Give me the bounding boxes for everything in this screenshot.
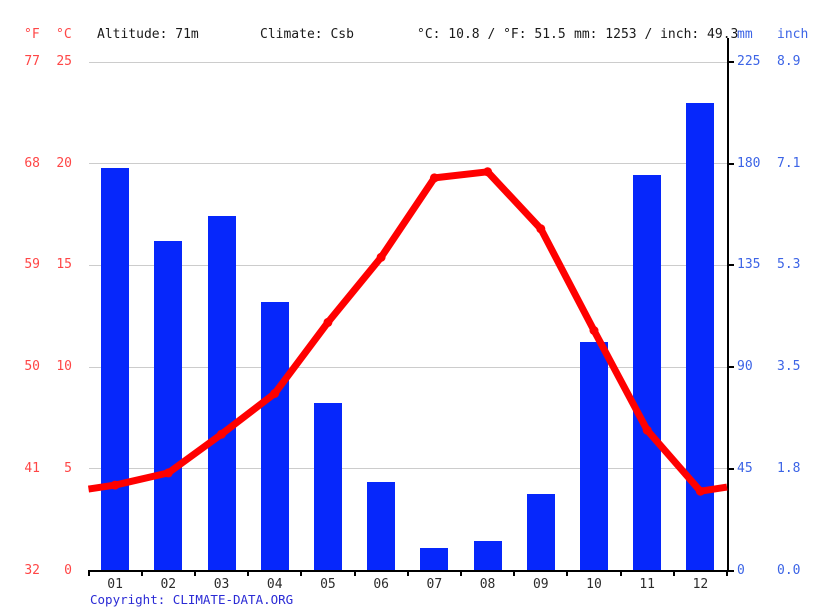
fahrenheit-tick-label: 32: [24, 562, 40, 578]
month-label: 07: [426, 577, 443, 592]
celsius-unit-header: °C: [56, 27, 72, 42]
month-label: 10: [586, 577, 602, 592]
copyright-text: Copyright: CLIMATE-DATA.ORG: [90, 592, 293, 607]
month-label: 03: [213, 577, 230, 592]
mm-tick-label: 180: [737, 155, 761, 171]
copyright-prefix: Copyright:: [90, 592, 173, 607]
month-label: 09: [532, 577, 549, 592]
mm-tick-label: 225: [737, 54, 761, 69]
climate-class-label: Climate: Csb: [260, 27, 354, 42]
gridline: [88, 61, 727, 63]
gridline: [88, 366, 727, 368]
x-axis-tick: [513, 570, 516, 576]
x-axis-tick: [726, 570, 728, 576]
celsius-tick-label: 25: [56, 54, 72, 69]
temperature-point: [483, 167, 493, 177]
x-axis-tick: [566, 570, 569, 576]
precipitation-bar: [420, 547, 449, 571]
x-axis-tick: [87, 570, 90, 576]
fahrenheit-unit-header: °F: [24, 27, 40, 42]
month-label: 08: [479, 577, 496, 592]
fahrenheit-tick-label: 41: [24, 460, 40, 476]
temperature-point: [429, 173, 439, 183]
month-label: 06: [373, 577, 389, 592]
x-axis-tick: [672, 570, 675, 576]
precipitation-bar: [367, 482, 396, 571]
x-axis-tick: [406, 570, 409, 576]
celsius-tick-label: 0: [64, 562, 72, 578]
x-axis-tick: [300, 570, 303, 576]
inch-tick-label: 1.8: [777, 460, 801, 476]
temperature-point: [376, 252, 386, 262]
temperature-point: [323, 317, 333, 327]
precipitation-bar: [473, 541, 502, 571]
precipitation-bar: [313, 403, 342, 571]
celsius-tick-label: 10: [56, 359, 72, 375]
x-axis-tick: [247, 570, 250, 576]
inch-tick-label: 8.9: [777, 54, 801, 69]
x-axis-tick: [193, 570, 196, 576]
right-axis-tick: [728, 264, 734, 267]
precipitation-bar: [207, 215, 236, 571]
precipitation-bar: [154, 240, 183, 571]
temperature-point: [589, 326, 599, 335]
month-label: 04: [266, 577, 283, 592]
precipitation-bar: [633, 175, 662, 571]
month-label: 05: [320, 577, 336, 592]
inch-tick-label: 5.3: [777, 257, 801, 273]
month-label: 12: [692, 577, 709, 592]
month-label: 11: [639, 577, 656, 592]
fahrenheit-tick-label: 50: [24, 359, 40, 375]
precipitation-bar: [579, 342, 608, 571]
right-axis-tick: [728, 61, 734, 63]
gridline: [88, 163, 727, 165]
x-axis-tick: [140, 570, 143, 576]
right-axis-tick: [728, 467, 734, 470]
gridline: [88, 264, 727, 266]
mm-tick-label: 90: [737, 359, 753, 375]
right-axis-tick: [728, 366, 734, 369]
x-axis-tick: [353, 570, 356, 576]
right-axis-tick: [728, 162, 734, 165]
precipitation-bar: [526, 493, 555, 571]
annual-precip-label: mm: 1253 / inch: 49.3: [574, 27, 739, 42]
x-axis-tick: [619, 570, 622, 576]
month-label: 02: [160, 577, 177, 592]
altitude-label: Altitude: 71m: [97, 27, 199, 42]
temperature-point: [536, 224, 546, 234]
right-axis-tick: [728, 569, 734, 572]
mean-temperature-label: °C: 10.8 / °F: 51.5: [417, 27, 566, 42]
fahrenheit-tick-label: 59: [24, 257, 40, 273]
inch-tick-label: 0.0: [777, 562, 801, 578]
mm-tick-label: 45: [737, 460, 753, 476]
temperature-line: [87, 168, 728, 495]
fahrenheit-tick-label: 77: [24, 54, 40, 69]
precipitation-bar: [686, 102, 715, 571]
mm-unit-header: mm: [737, 27, 753, 42]
mm-tick-label: 135: [737, 257, 761, 273]
month-label: 01: [107, 577, 123, 592]
inch-unit-header: inch: [777, 27, 809, 42]
inch-tick-label: 7.1: [777, 155, 801, 171]
precipitation-bar: [260, 301, 289, 571]
x-axis-tick: [459, 570, 462, 576]
celsius-tick-label: 15: [56, 257, 72, 273]
fahrenheit-tick-label: 68: [24, 155, 40, 171]
precipitation-bar: [101, 168, 130, 571]
climate-data-link[interactable]: CLIMATE-DATA.ORG: [172, 592, 294, 607]
celsius-tick-label: 5: [64, 460, 72, 476]
mm-tick-label: 0: [737, 562, 745, 578]
y-axis-right: [726, 38, 729, 572]
celsius-tick-label: 20: [56, 155, 72, 171]
inch-tick-label: 3.5: [777, 359, 801, 375]
gridline: [88, 468, 727, 470]
